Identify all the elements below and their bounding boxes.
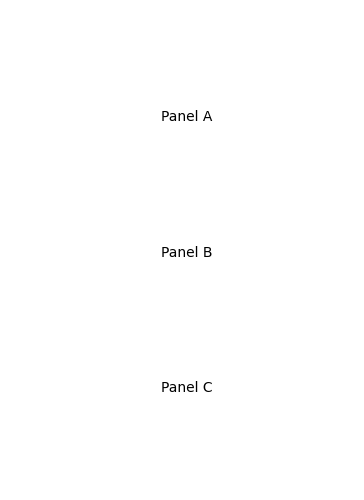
Text: Panel C: Panel C bbox=[161, 382, 212, 396]
Text: Panel B: Panel B bbox=[161, 246, 212, 260]
Text: Panel A: Panel A bbox=[161, 110, 212, 124]
